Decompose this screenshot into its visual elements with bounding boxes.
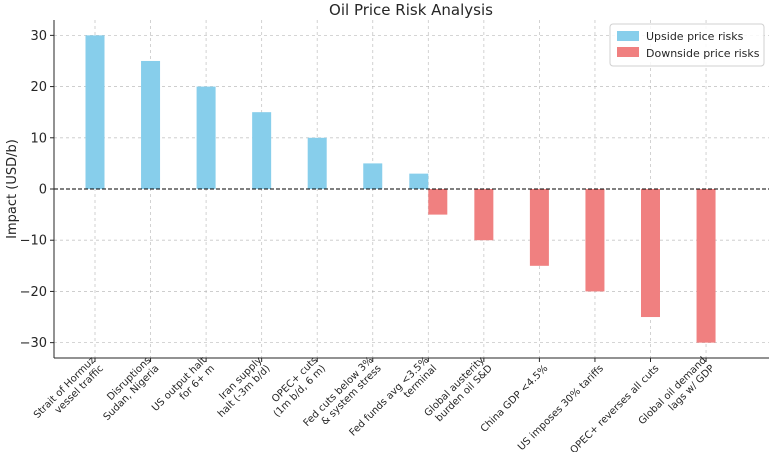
upside-bar <box>85 35 105 190</box>
y-tick-label: −20 <box>20 285 47 300</box>
y-tick-label: 20 <box>30 80 47 95</box>
downside-bar <box>428 189 448 215</box>
y-tick-label: −30 <box>20 336 47 351</box>
legend-frame <box>609 23 765 67</box>
y-tick-label: 0 <box>39 183 47 198</box>
downside-bar <box>474 189 494 241</box>
legend-swatch-upside <box>617 31 639 41</box>
legend: Upside price risks Downside price risks <box>609 23 765 67</box>
upside-bar <box>307 137 327 189</box>
y-tick-label: 30 <box>30 29 47 44</box>
downside-bar <box>529 189 549 266</box>
upside-bar <box>252 112 272 189</box>
y-tick-label: 10 <box>30 131 47 146</box>
y-axis-label: Impact (USD/b) <box>5 139 20 239</box>
upside-bar <box>409 173 429 189</box>
axes <box>53 20 769 359</box>
chart-title: Oil Price Risk Analysis <box>329 1 493 19</box>
upside-bar <box>141 60 161 189</box>
upside-bar <box>196 86 216 189</box>
downside-bar <box>641 189 660 318</box>
upside-bar <box>363 163 383 189</box>
legend-swatch-downside <box>617 47 639 57</box>
x-tick-label-line: Global oil demand <box>637 355 709 427</box>
bars <box>85 35 716 343</box>
downside-bar <box>585 189 605 292</box>
y-tick-label: −10 <box>20 234 47 249</box>
legend-label-upside: Upside price risks <box>646 30 744 43</box>
downside-bar <box>696 189 716 343</box>
legend-label-downside: Downside price risks <box>646 47 760 60</box>
y-ticks: −30 −20 −10 0 10 20 30 <box>20 29 54 351</box>
